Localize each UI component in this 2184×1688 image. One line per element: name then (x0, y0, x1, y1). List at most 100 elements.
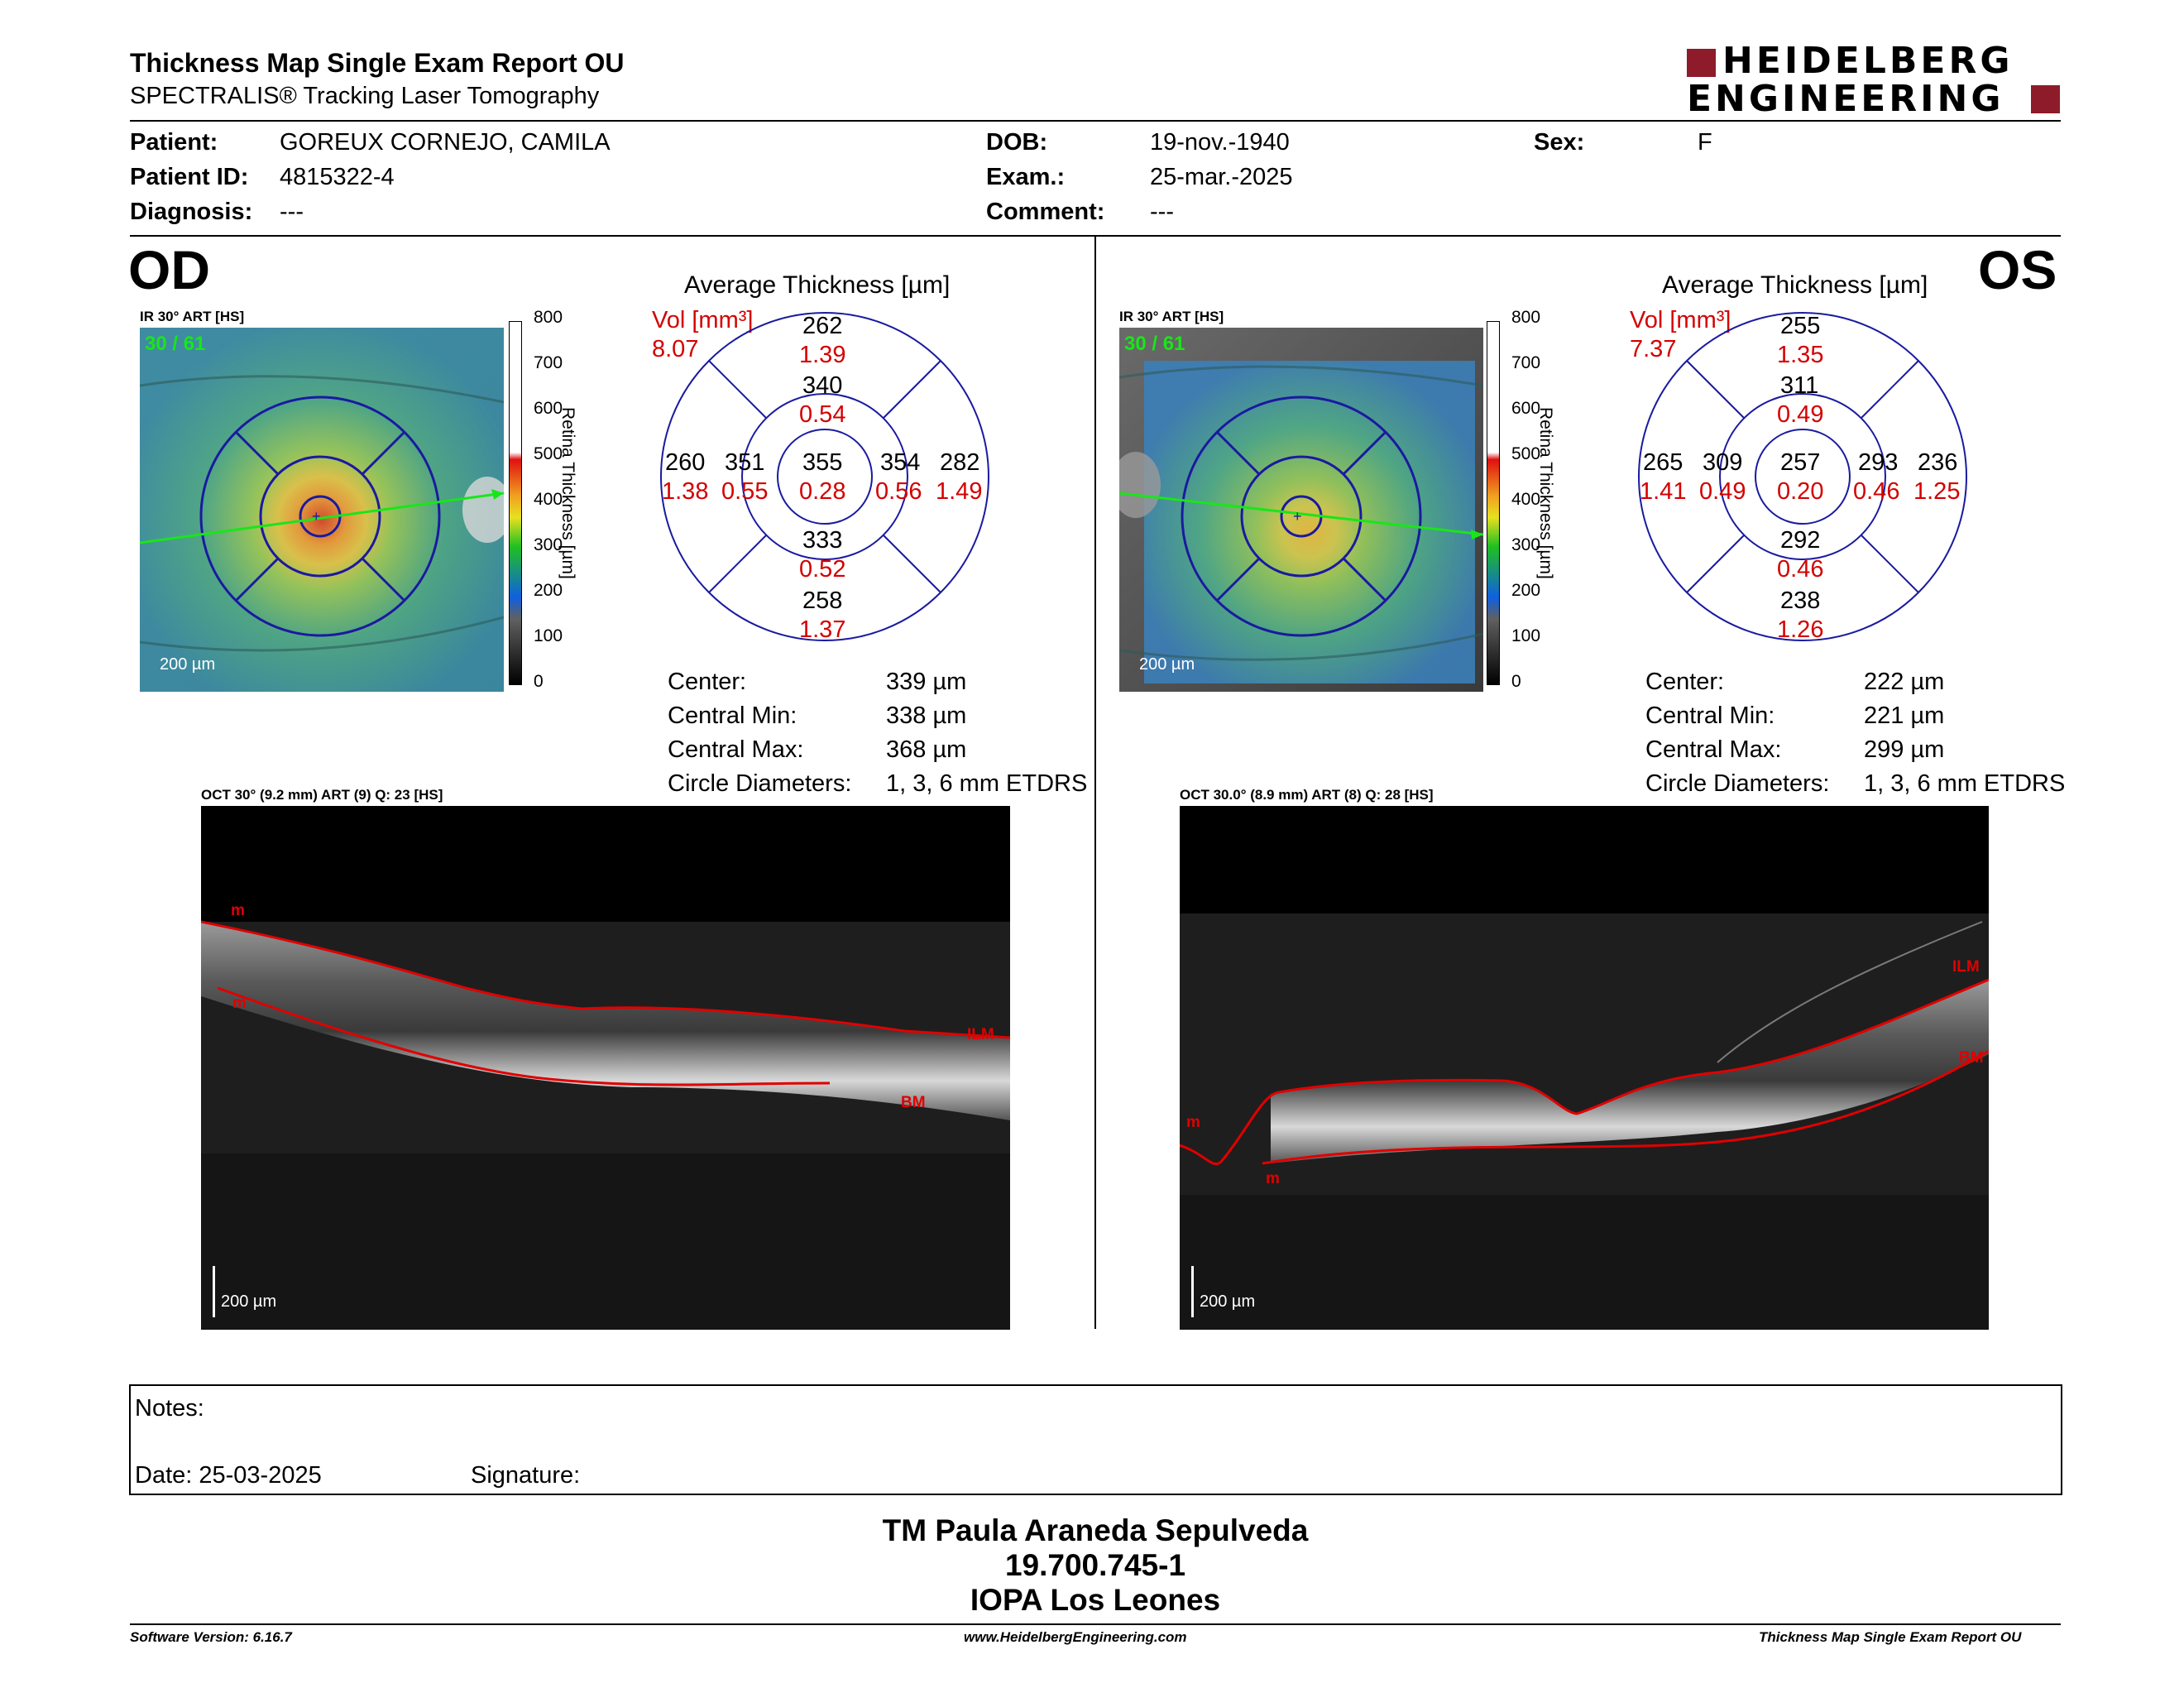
os-inner-nasal-volume: 0.46 (1853, 478, 1900, 505)
svg-text:+: + (1293, 508, 1302, 525)
signer-org: IOPA Los Leones (970, 1583, 1221, 1617)
os-central-max-value: 299 µm (1864, 736, 1945, 763)
os-outer-superior-volume: 1.35 (1777, 342, 1824, 368)
od-vol-total: 8.07 (652, 336, 699, 362)
os-center-label: Center: (1645, 669, 1725, 695)
patient-rule (130, 235, 2061, 237)
od-inner-inferior-thickness: 333 (802, 527, 843, 554)
od-center-volume: 0.28 (799, 478, 846, 505)
os-inner-inferior-thickness: 292 (1780, 527, 1821, 554)
os-center-thickness: 257 (1780, 449, 1821, 476)
od-outer-inferior-thickness: 258 (802, 587, 843, 614)
logo-square-bottom (2031, 85, 2060, 113)
od-fundus-caption: IR 30° ART [HS] (140, 309, 245, 324)
os-inner-superior-thickness: 311 (1780, 372, 1819, 399)
od-tick-400: 400 (534, 490, 563, 509)
od-outer-temporal-thickness: 260 (665, 449, 706, 476)
os-central-max-label: Central Max: (1645, 736, 1782, 763)
notes-label: Notes: (135, 1395, 204, 1422)
footer-software: Software Version: 6.16.7 (130, 1629, 292, 1645)
os-oct-scale-bar (1191, 1266, 1194, 1317)
os-fundus-scale: 200 µm (1139, 655, 1195, 674)
od-circle-diam-label: Circle Diameters: (668, 770, 852, 797)
os-colorbar-label-word2: Thickness [µm] (1536, 462, 1555, 579)
os-fundus-caption: IR 30° ART [HS] (1119, 309, 1224, 324)
os-avg-title: Average Thickness [µm] (1662, 271, 1928, 299)
footer-rule (130, 1623, 2061, 1625)
os-oct-scan: m m ILM BM 200 µm (1180, 806, 1989, 1330)
logo-line2: ENGINEERING (1687, 78, 2004, 120)
os-inner-inferior-volume: 0.46 (1777, 556, 1824, 583)
os-oct-svg (1180, 806, 1989, 1330)
od-colorbar-label: Retina Thickness [µm] (556, 407, 579, 597)
od-central-min-value: 338 µm (886, 703, 967, 729)
os-fundus-svg: + (1119, 328, 1483, 692)
od-fundus-image: + 30 / 61 200 µm (140, 328, 504, 692)
os-central-min-label: Central Min: (1645, 703, 1775, 729)
os-tick-500: 500 (1511, 444, 1541, 463)
diagnosis-label: Diagnosis: (130, 199, 253, 225)
os-oct-caption: OCT 30.0° (8.9 mm) ART (8) Q: 28 [HS] (1180, 787, 1434, 803)
od-tick-700: 700 (534, 353, 563, 372)
od-fundus-svg: + (140, 328, 504, 692)
os-outer-inferior-thickness: 238 (1780, 587, 1821, 614)
od-circle-diam-value: 1, 3, 6 mm ETDRS (886, 770, 1088, 797)
od-inner-nasal-thickness: 354 (880, 449, 921, 476)
os-colorbar-label: Retina Thickness [µm] (1534, 407, 1557, 597)
od-layer-ilm: ILM (967, 1026, 994, 1043)
patient-id: 4815322-4 (280, 164, 395, 190)
comment-label: Comment: (986, 199, 1105, 225)
od-oct-scale-bar (213, 1266, 215, 1317)
od-layer-bm: BM (901, 1094, 926, 1111)
od-fundus-scale: 200 µm (160, 655, 216, 674)
os-colorbar-label-word1: Retina (1536, 407, 1555, 458)
patient-label: Patient: (130, 129, 218, 156)
od-layer-m1: m (231, 902, 245, 919)
os-center-volume: 0.20 (1777, 478, 1824, 505)
os-inner-superior-volume: 0.49 (1777, 401, 1824, 428)
os-outer-nasal-thickness: 236 (1918, 449, 1958, 476)
signer-name: TM Paula Araneda Sepulveda (882, 1513, 1309, 1547)
footer-report: Thickness Map Single Exam Report OU (1759, 1629, 2022, 1645)
od-etdrs-grid (660, 312, 989, 641)
os-inner-temporal-thickness: 309 (1703, 449, 1743, 476)
logo-square-top (1687, 49, 1716, 77)
od-inner-nasal-volume: 0.56 (875, 478, 922, 505)
os-outer-superior-thickness: 255 (1780, 313, 1821, 339)
os-tick-200: 200 (1511, 581, 1541, 600)
os-vol-total: 7.37 (1630, 336, 1677, 362)
os-layer-m2: m (1266, 1170, 1280, 1187)
od-inner-temporal-thickness: 351 (725, 449, 765, 476)
od-center-thickness: 355 (802, 449, 843, 476)
od-outer-superior-volume: 1.39 (799, 342, 846, 368)
os-fundus-image: + 30 / 61 200 µm (1119, 328, 1483, 692)
os-frame-counter: 30 / 61 (1124, 333, 1185, 355)
od-tick-300: 300 (534, 535, 563, 554)
svg-text:+: + (312, 508, 321, 525)
os-colorbar (1487, 321, 1500, 685)
od-oct-scan: m m ILM BM 200 µm (201, 806, 1010, 1330)
od-central-max-value: 368 µm (886, 736, 967, 763)
od-colorbar (509, 321, 522, 685)
od-colorbar-label-word1: Retina (558, 407, 577, 458)
sex-label: Sex: (1534, 129, 1585, 156)
dob-label: DOB: (986, 129, 1048, 156)
od-tick-600: 600 (534, 399, 563, 418)
os-circle-diam-label: Circle Diameters: (1645, 770, 1830, 797)
footer-website: www.HeidelbergEngineering.com (964, 1629, 1187, 1645)
os-tick-400: 400 (1511, 490, 1541, 509)
notes-signature: Signature: (471, 1462, 581, 1489)
os-circle-diam-value: 1, 3, 6 mm ETDRS (1864, 770, 2066, 797)
os-inner-temporal-volume: 0.49 (1699, 478, 1746, 505)
os-tick-800: 800 (1511, 308, 1541, 327)
od-oct-scale: 200 µm (221, 1292, 277, 1311)
od-oct-svg (201, 806, 1010, 1330)
od-tick-0: 0 (534, 672, 544, 691)
signer-rut: 19.700.745-1 (1004, 1548, 1186, 1582)
od-colorbar-label-word2: Thickness [µm] (558, 462, 577, 579)
od-center-value: 339 µm (886, 669, 967, 695)
os-oct-scale: 200 µm (1200, 1292, 1256, 1311)
os-tick-0: 0 (1511, 672, 1521, 691)
od-eye-label: OD (128, 239, 210, 300)
od-avg-title: Average Thickness [µm] (684, 271, 951, 299)
